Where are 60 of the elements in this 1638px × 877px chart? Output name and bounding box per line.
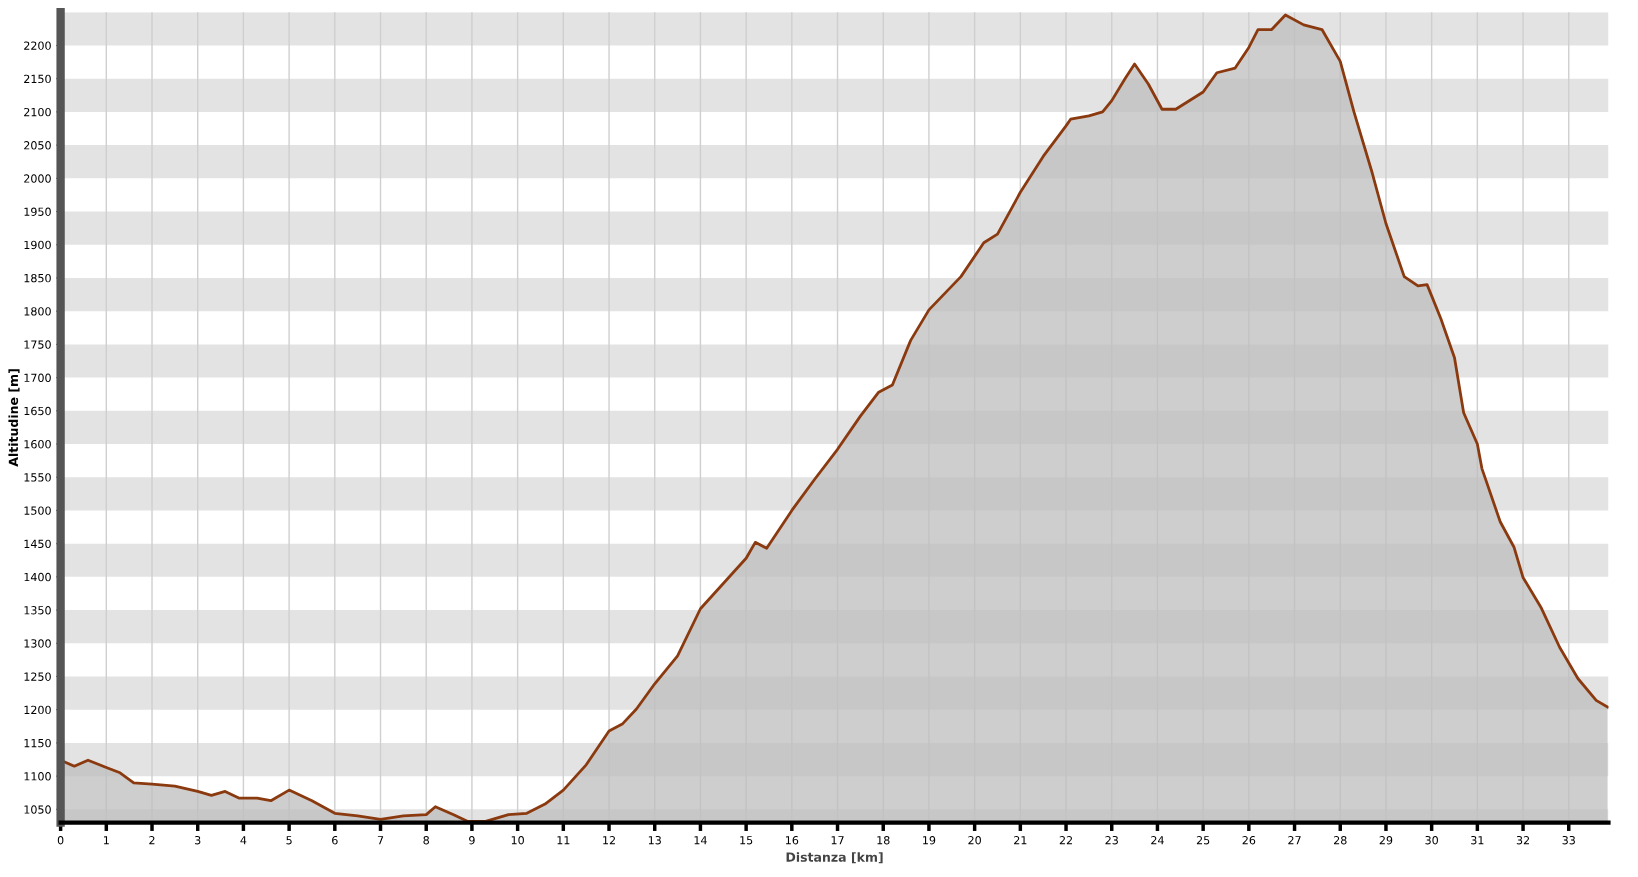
x-tick-label: 9 [469,836,475,845]
x-tick-label: 22 [1059,836,1072,845]
x-tick-label: 21 [1014,836,1027,845]
x-tick-label: 25 [1196,836,1210,845]
y-tick-label: 1550 [24,473,51,482]
x-tick-label: 6 [332,836,338,845]
x-tick-label: 20 [968,836,981,845]
x-tick-label: 18 [877,836,890,845]
y-tick-label: 1150 [24,738,51,748]
x-tick-label: 4 [240,836,247,845]
y-tick-label: 1850 [24,273,51,283]
y-tick-label: 1100 [24,772,51,781]
x-tick-label: 19 [923,836,936,845]
x-tick-label: 7 [377,836,384,845]
x-tick-label: 26 [1242,836,1256,845]
x-tick-label: 11 [557,836,570,845]
y-tick-label: 1450 [24,539,51,549]
x-tick-label: 8 [423,836,429,845]
y-tick-label: 2000 [24,174,51,183]
x-tick-label: 13 [648,836,661,845]
x-tick-label: 30 [1425,836,1438,845]
x-tick-label: 14 [694,836,707,845]
y-axis-title: Altitudine [m] [8,369,20,467]
x-tick-label: 1 [103,836,109,845]
x-tick-label: 33 [1562,836,1575,845]
y-tick-label: 1900 [24,240,51,250]
x-tick-label: 3 [195,836,201,845]
y-tick-label: 2100 [24,107,51,117]
y-tick-label: 1950 [24,207,51,216]
y-tick-label: 1650 [24,406,51,416]
y-tick-label: 2150 [24,74,51,84]
y-tick-label: 1050 [24,805,51,814]
y-tick-label: 1750 [24,340,51,349]
x-tick-label: 2 [149,836,155,845]
x-tick-label: 23 [1105,836,1118,845]
x-axis-title: Distanza [km] [786,852,883,864]
x-tick-label: 28 [1333,836,1347,845]
y-tick-label: 1500 [24,506,51,515]
y-tick-label: 1200 [24,705,51,715]
y-tick-label: 1350 [24,606,51,615]
y-tick-label: 1800 [24,307,51,316]
y-tick-label: 2200 [24,41,51,50]
x-tick-label: 32 [1516,836,1530,845]
y-tick-label: 1300 [24,639,51,648]
y-tick-label: 1400 [24,572,51,582]
y-tick-label: 2050 [24,141,51,150]
x-tick-label: 31 [1471,836,1484,845]
y-tick-label: 1250 [24,672,51,681]
x-tick-label: 15 [740,836,753,845]
x-tick-label: 5 [286,836,292,845]
y-tick-label: 1700 [24,373,51,382]
x-tick-label: 12 [603,836,615,845]
x-tick-label: 24 [1151,836,1164,845]
x-tick-label: 29 [1379,836,1393,845]
x-tick-label: 16 [785,836,799,845]
x-tick-label: 0 [57,836,64,845]
y-tick-label: 1600 [24,440,51,449]
x-tick-label: 10 [511,836,524,845]
x-tick-label: 27 [1288,836,1301,845]
x-tick-label: 17 [831,836,844,845]
